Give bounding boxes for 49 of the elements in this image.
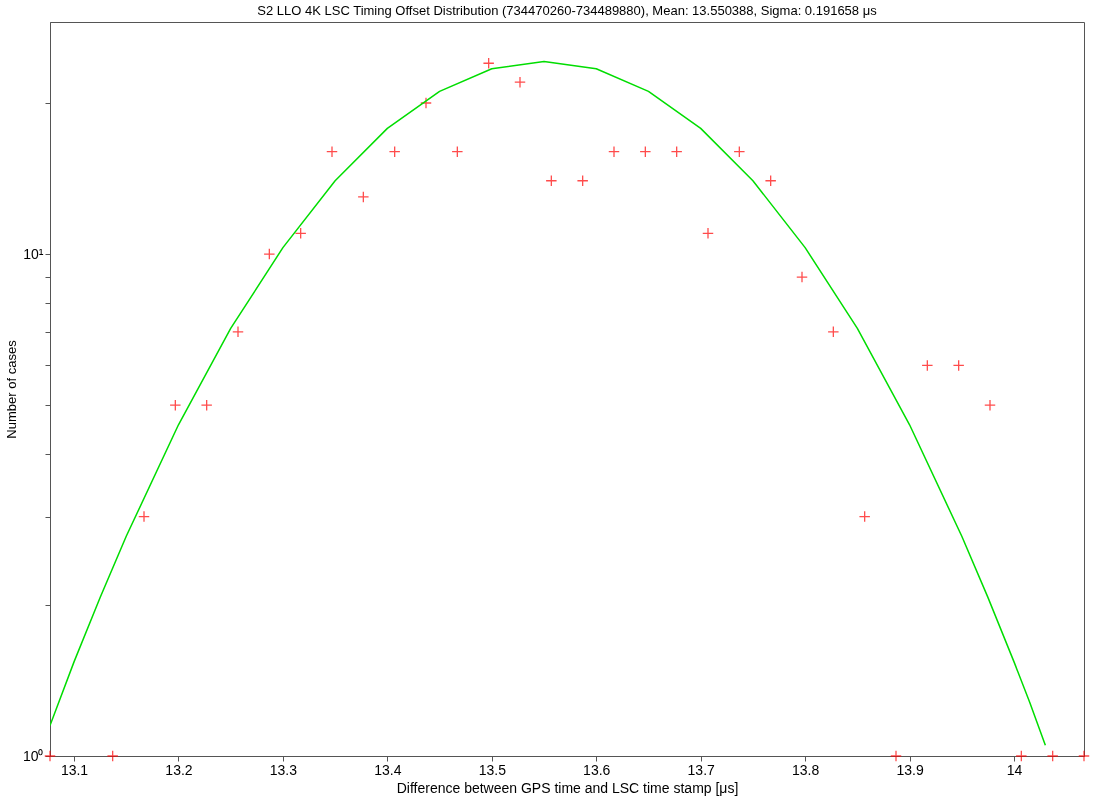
point — [357, 191, 370, 203]
x-tick-label: 13.8 — [792, 761, 820, 778]
point — [232, 325, 244, 338]
point — [858, 510, 871, 523]
point — [576, 174, 589, 187]
x-tick-label: 13.5 — [478, 761, 507, 778]
point — [1046, 750, 1059, 762]
x-tick-label: 13.3 — [269, 761, 298, 778]
point — [827, 325, 840, 338]
x-tick-label: 14 — [1006, 761, 1023, 778]
point — [545, 174, 558, 187]
point — [263, 248, 276, 260]
point — [44, 750, 56, 762]
point — [670, 145, 683, 158]
point — [984, 399, 996, 412]
point — [764, 174, 777, 187]
point — [733, 145, 746, 158]
y-tick-label: 10⁰ — [22, 747, 44, 764]
point — [702, 227, 714, 240]
point — [326, 145, 338, 158]
point — [138, 510, 150, 523]
y-axis-title: Number of cases — [3, 339, 19, 439]
point — [890, 750, 902, 762]
point — [451, 145, 464, 158]
point — [796, 271, 808, 283]
x-tick-label: 13.7 — [687, 761, 716, 778]
point — [639, 145, 652, 158]
x-tick-label: 13.6 — [583, 761, 611, 778]
point — [388, 145, 401, 158]
y-tick-label: 10¹ — [23, 245, 44, 262]
x-tick-label: 13.4 — [374, 761, 402, 778]
point — [294, 227, 307, 240]
chart-title: S2 LLO 4K LSC Timing Offset Distribution (734470260-734489880), Mean: 13.550388, Sigma: 0.191658 μs — [257, 3, 878, 18]
point — [952, 359, 965, 372]
point — [1015, 750, 1028, 762]
x-tick-label: 13.9 — [896, 761, 924, 778]
point — [482, 57, 495, 70]
point — [106, 750, 119, 762]
point — [1078, 750, 1090, 762]
x-tick-label: 13.2 — [165, 761, 193, 778]
point — [200, 399, 213, 412]
line-series — [50, 60, 1047, 747]
point — [420, 97, 432, 109]
point — [921, 359, 934, 372]
point — [169, 399, 182, 412]
point — [514, 76, 526, 89]
point — [608, 145, 620, 158]
x-tick-label: 13.1 — [60, 761, 89, 778]
x-axis-title: Difference between GPS time and LSC time stamp [μs] — [396, 779, 739, 796]
